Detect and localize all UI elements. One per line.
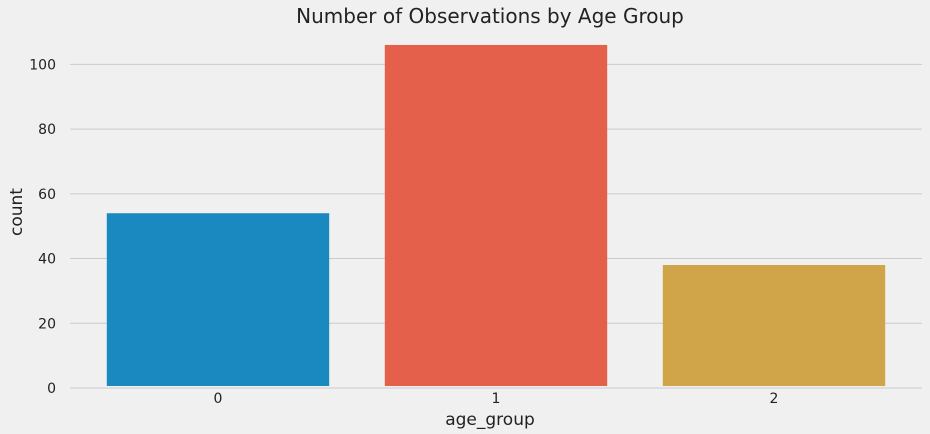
x-tick-label: 0 (214, 391, 223, 407)
x-axis-label: age_group (445, 410, 535, 430)
y-tick-label: 20 (38, 316, 56, 332)
y-tick-labels: 0 20 40 60 80 100 (29, 57, 56, 397)
bar-0 (106, 213, 330, 386)
x-tick-label: 2 (770, 391, 779, 407)
x-tick-labels: 0 1 2 (214, 391, 779, 407)
y-tick-label: 0 (47, 381, 56, 397)
bar-2 (662, 265, 886, 386)
chart-title: Number of Observations by Age Group (296, 4, 684, 28)
y-tick-label: 40 (38, 252, 56, 268)
bar-1 (384, 44, 608, 386)
y-axis-label: count (7, 188, 27, 236)
y-tick-label: 100 (29, 57, 56, 73)
y-tick-label: 60 (38, 187, 56, 203)
y-tick-label: 80 (38, 122, 56, 138)
x-tick-label: 1 (492, 391, 501, 407)
bars (106, 44, 886, 386)
